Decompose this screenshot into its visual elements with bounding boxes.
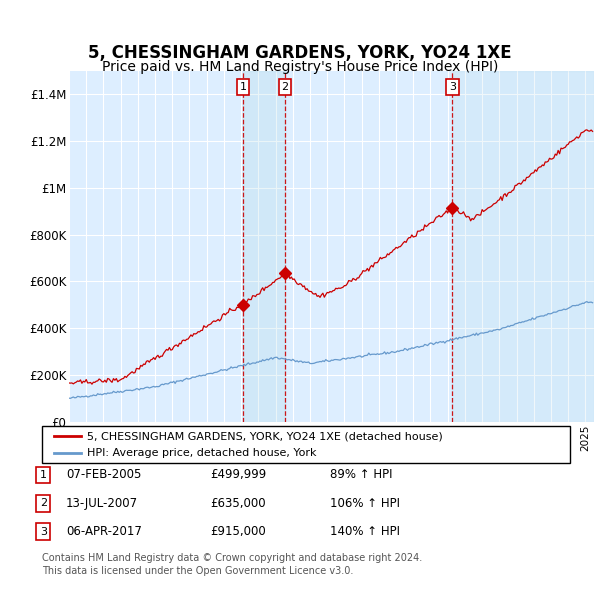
Text: 5, CHESSINGHAM GARDENS, YORK, YO24 1XE: 5, CHESSINGHAM GARDENS, YORK, YO24 1XE bbox=[88, 44, 512, 62]
Text: 140% ↑ HPI: 140% ↑ HPI bbox=[330, 525, 400, 538]
Text: 2: 2 bbox=[40, 499, 47, 508]
Text: 1: 1 bbox=[239, 82, 247, 92]
Bar bbox=[243, 71, 285, 422]
Text: 5, CHESSINGHAM GARDENS, YORK, YO24 1XE (detached house): 5, CHESSINGHAM GARDENS, YORK, YO24 1XE (… bbox=[87, 431, 443, 441]
Text: 1: 1 bbox=[40, 470, 47, 480]
Text: 06-APR-2017: 06-APR-2017 bbox=[66, 525, 142, 538]
Text: Price paid vs. HM Land Registry's House Price Index (HPI): Price paid vs. HM Land Registry's House … bbox=[102, 60, 498, 74]
Text: This data is licensed under the Open Government Licence v3.0.: This data is licensed under the Open Gov… bbox=[42, 566, 353, 575]
Bar bbox=[452, 71, 594, 422]
Text: £915,000: £915,000 bbox=[210, 525, 266, 538]
Text: £635,000: £635,000 bbox=[210, 497, 266, 510]
Text: 2: 2 bbox=[281, 82, 289, 92]
Text: £499,999: £499,999 bbox=[210, 468, 266, 481]
Text: 13-JUL-2007: 13-JUL-2007 bbox=[66, 497, 138, 510]
Text: 3: 3 bbox=[40, 527, 47, 536]
Text: 89% ↑ HPI: 89% ↑ HPI bbox=[330, 468, 392, 481]
Text: 3: 3 bbox=[449, 82, 456, 92]
Text: 106% ↑ HPI: 106% ↑ HPI bbox=[330, 497, 400, 510]
Text: Contains HM Land Registry data © Crown copyright and database right 2024.: Contains HM Land Registry data © Crown c… bbox=[42, 553, 422, 562]
Text: 07-FEB-2005: 07-FEB-2005 bbox=[66, 468, 142, 481]
Text: HPI: Average price, detached house, York: HPI: Average price, detached house, York bbox=[87, 448, 317, 458]
